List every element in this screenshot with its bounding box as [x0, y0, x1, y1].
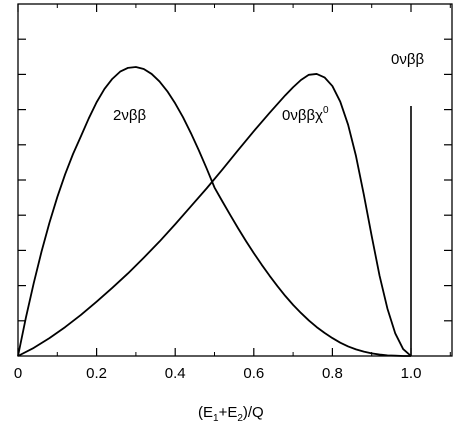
curve-label-text: 0νββ	[391, 51, 424, 68]
curve-label-text: 2νββ	[113, 107, 146, 124]
x-axis-title-subscript: 2	[237, 413, 243, 424]
label-2nubb: 2νββ	[113, 107, 146, 124]
curve-2nubb	[17, 66, 411, 357]
curves	[17, 66, 412, 357]
x-axis-title-subscript: 1	[213, 413, 219, 424]
tick-marks	[17, 4, 452, 356]
x-tick-label: 0.4	[165, 365, 186, 382]
x-axis-title: (E1+E2)/Q	[198, 404, 264, 424]
curve-0nubb-majoron	[17, 73, 412, 357]
x-tick-labels: 0 0.2 0.4 0.6 0.8 1.0	[14, 365, 422, 382]
x-axis-title-text: +E	[219, 404, 238, 421]
x-tick-label: 0	[14, 365, 22, 382]
x-tick-label: 0.8	[322, 365, 343, 382]
curve-label-superscript: 0	[323, 105, 329, 116]
x-tick-label: 1.0	[401, 365, 422, 382]
x-axis-title-text: )/Q	[243, 404, 264, 421]
curve-label-text: 0νββχ	[282, 107, 323, 124]
label-0nubb-majoron: 0νββχ0	[282, 105, 329, 124]
label-0nubb: 0νββ	[391, 51, 424, 68]
x-axis-title-text: (E	[198, 404, 213, 421]
x-tick-label: 0.6	[243, 365, 264, 382]
x-tick-label: 0.2	[86, 365, 107, 382]
